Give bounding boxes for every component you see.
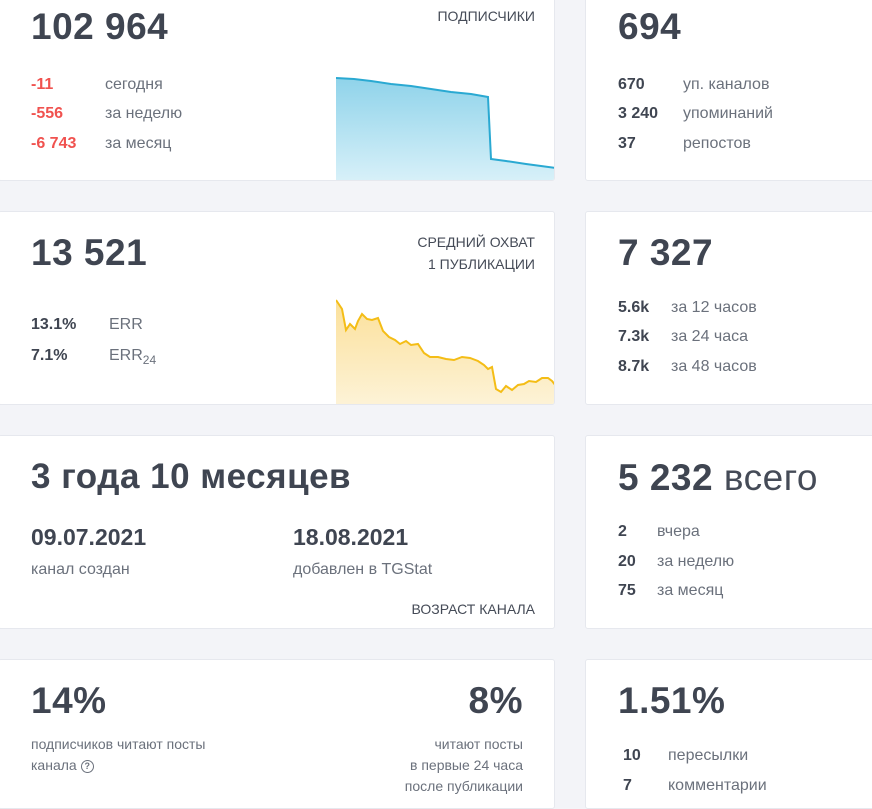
- added-label: добавлен в TGStat: [293, 561, 433, 578]
- readers-card[interactable]: 14% подписчиков читают посты канала? 8% …: [0, 659, 555, 809]
- engagement-card[interactable]: 1.51% 10 пересылки 7 комментарии: [585, 659, 872, 809]
- subscribers-card[interactable]: 102 964 ПОДПИСЧИКИ -11 сегодня -556 за нед…: [0, 0, 555, 181]
- added-date: 18.08.2021: [293, 524, 409, 550]
- engagement-forwards: 10 пересылки: [623, 747, 749, 764]
- readers-label-line2: канала?: [31, 755, 94, 776]
- subscribers-month: -6 743 за месяц: [31, 135, 172, 152]
- engagement-rate: 1.51%: [618, 680, 726, 721]
- mentions-count: 694: [618, 6, 682, 47]
- views-24h: 7.3k за 24 часа: [618, 328, 749, 345]
- mentions-channels: 670 уп. каналов: [618, 76, 770, 93]
- err-row: 13.1% ERR: [31, 316, 143, 333]
- reach-caption-line2: 1 ПУБЛИКАЦИИ: [427, 256, 535, 272]
- reach-count: 13 521: [31, 232, 148, 273]
- subscribers-count: 102 964: [31, 6, 169, 47]
- mentions-card[interactable]: 694 670 уп. каналов 3 240 упоминаний 37 реп…: [585, 0, 872, 181]
- engagement-comments: 7 комментарии: [623, 777, 767, 794]
- created-date: 09.07.2021: [31, 524, 147, 550]
- channel-age-caption: ВОЗРАСТ КАНАЛА: [411, 601, 535, 617]
- posts-yesterday: 2 вчера: [618, 523, 700, 540]
- reach-caption-line1: СРЕДНИЙ ОХВАТ: [417, 234, 535, 250]
- readers-24h-line2: в первые 24 часа: [410, 757, 523, 773]
- readers-24h-percent: 8%: [468, 680, 523, 721]
- views-12h: 5.6k за 12 часов: [618, 299, 757, 316]
- readers-label-line1: подписчиков читают посты: [31, 736, 206, 752]
- err24-row: 7.1% ERR24: [31, 347, 157, 368]
- views-48h: 8.7k за 48 часов: [618, 358, 757, 375]
- posts-month: 75 за месяц: [618, 582, 724, 599]
- posts-card[interactable]: 5 232 всего 2 вчера 20 за неделю 75 за меся…: [585, 435, 872, 629]
- subscribers-today: -11 сегодня: [31, 76, 163, 93]
- subscribers-sparkline: [336, 77, 554, 180]
- mentions-total: 3 240 упоминаний: [618, 105, 773, 122]
- reach-sparkline: [336, 299, 554, 404]
- channel-age: 3 года 10 месяцев: [31, 457, 352, 496]
- readers-24h-line3: после публикации: [404, 778, 523, 794]
- mentions-reposts: 37 репостов: [618, 135, 751, 152]
- subscribers-caption: ПОДПИСЧИКИ: [437, 8, 535, 24]
- reach-card[interactable]: 13 521 СРЕДНИЙ ОХВАТ 1 ПУБЛИКАЦИИ 13.1% E…: [0, 211, 555, 405]
- views-card[interactable]: 7 327 5.6k за 12 часов 7.3k за 24 часа 8.7…: [585, 211, 872, 405]
- views-count: 7 327: [618, 232, 714, 273]
- posts-week: 20 за неделю: [618, 553, 735, 570]
- readers-24h-line1: читают посты: [434, 736, 524, 752]
- posts-count: 5 232 всего: [618, 457, 818, 498]
- help-icon[interactable]: ?: [80, 760, 94, 773]
- created-label: канал создан: [31, 561, 130, 578]
- channel-age-card[interactable]: 3 года 10 месяцев 09.07.2021 канал созда…: [0, 435, 555, 629]
- readers-percent: 14%: [31, 680, 107, 721]
- subscribers-week: -556 за неделю: [31, 105, 183, 122]
